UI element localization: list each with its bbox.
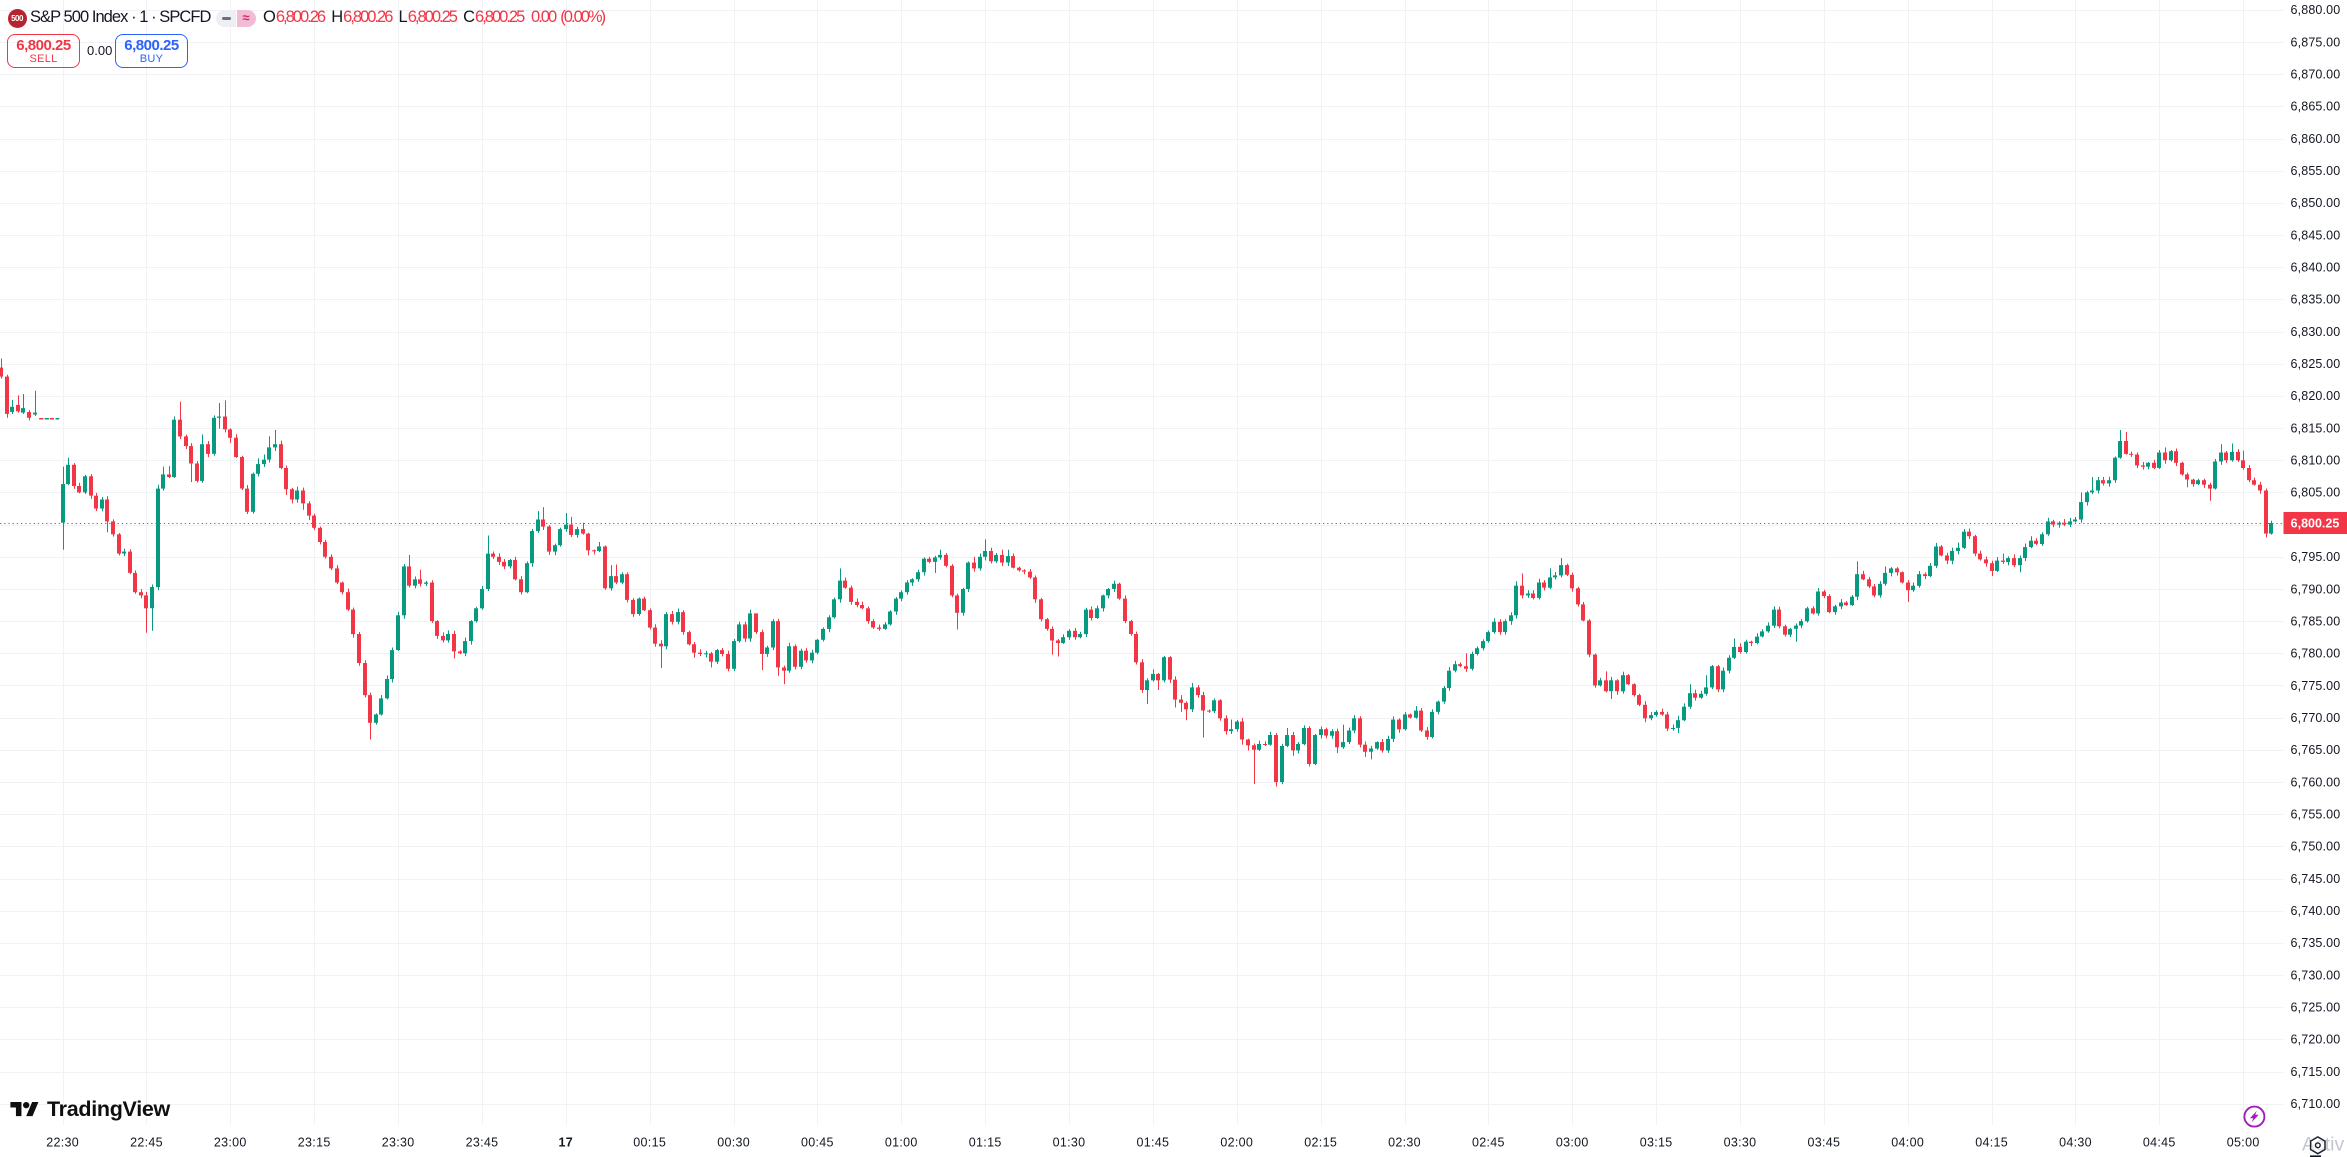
svg-text:6,760.00: 6,760.00 [2291, 775, 2341, 789]
svg-text:01:15: 01:15 [969, 1136, 1002, 1150]
svg-text:22:45: 22:45 [130, 1136, 163, 1150]
svg-text:17: 17 [559, 1136, 574, 1150]
svg-text:04:45: 04:45 [2143, 1136, 2176, 1150]
svg-text:04:00: 04:00 [1891, 1136, 1924, 1150]
svg-text:6,735.00: 6,735.00 [2291, 936, 2341, 950]
svg-text:02:45: 02:45 [1472, 1136, 1505, 1150]
svg-text:03:30: 03:30 [1724, 1136, 1757, 1150]
svg-text:6,720.00: 6,720.00 [2291, 1033, 2341, 1047]
svg-text:6,770.00: 6,770.00 [2291, 711, 2341, 725]
svg-text:03:00: 03:00 [1556, 1136, 1589, 1150]
svg-text:6,840.00: 6,840.00 [2291, 261, 2341, 275]
svg-text:00:45: 00:45 [801, 1136, 834, 1150]
svg-text:6,820.00: 6,820.00 [2291, 389, 2341, 403]
svg-text:6,870.00: 6,870.00 [2291, 68, 2341, 82]
svg-text:00:30: 00:30 [717, 1136, 750, 1150]
svg-text:23:00: 23:00 [214, 1136, 247, 1150]
svg-text:23:15: 23:15 [298, 1136, 331, 1150]
svg-text:6,765.00: 6,765.00 [2291, 743, 2341, 757]
svg-text:01:45: 01:45 [1137, 1136, 1170, 1150]
svg-text:23:45: 23:45 [466, 1136, 499, 1150]
svg-text:03:45: 03:45 [1808, 1136, 1841, 1150]
svg-text:01:00: 01:00 [885, 1136, 918, 1150]
svg-text:6,875.00: 6,875.00 [2291, 35, 2341, 49]
svg-text:6,865.00: 6,865.00 [2291, 100, 2341, 114]
svg-text:03:15: 03:15 [1640, 1136, 1673, 1150]
svg-text:6,825.00: 6,825.00 [2291, 357, 2341, 371]
svg-text:6,750.00: 6,750.00 [2291, 840, 2341, 854]
svg-text:6,730.00: 6,730.00 [2291, 968, 2341, 982]
svg-text:6,775.00: 6,775.00 [2291, 679, 2341, 693]
svg-text:6,710.00: 6,710.00 [2291, 1097, 2341, 1111]
svg-text:23:30: 23:30 [382, 1136, 415, 1150]
svg-text:6,740.00: 6,740.00 [2291, 904, 2341, 918]
svg-text:6,850.00: 6,850.00 [2291, 196, 2341, 210]
svg-text:6,845.00: 6,845.00 [2291, 228, 2341, 242]
svg-text:22:30: 22:30 [46, 1136, 79, 1150]
svg-text:6,785.00: 6,785.00 [2291, 614, 2341, 628]
svg-text:6,815.00: 6,815.00 [2291, 421, 2341, 435]
svg-text:6,855.00: 6,855.00 [2291, 164, 2341, 178]
svg-text:05:00: 05:00 [2227, 1136, 2260, 1150]
svg-text:04:15: 04:15 [1975, 1136, 2008, 1150]
svg-text:6,860.00: 6,860.00 [2291, 132, 2341, 146]
svg-text:04:30: 04:30 [2059, 1136, 2092, 1150]
svg-text:6,805.00: 6,805.00 [2291, 486, 2341, 500]
svg-text:6,830.00: 6,830.00 [2291, 325, 2341, 339]
svg-text:6,755.00: 6,755.00 [2291, 808, 2341, 822]
svg-text:6,725.00: 6,725.00 [2291, 1001, 2341, 1015]
svg-text:6,715.00: 6,715.00 [2291, 1065, 2341, 1079]
svg-text:6,795.00: 6,795.00 [2291, 550, 2341, 564]
svg-text:02:00: 02:00 [1220, 1136, 1253, 1150]
svg-text:6,880.00: 6,880.00 [2291, 3, 2341, 17]
svg-text:6,790.00: 6,790.00 [2291, 582, 2341, 596]
svg-text:6,835.00: 6,835.00 [2291, 293, 2341, 307]
svg-text:01:30: 01:30 [1053, 1136, 1086, 1150]
svg-text:02:30: 02:30 [1388, 1136, 1421, 1150]
svg-text:6,780.00: 6,780.00 [2291, 647, 2341, 661]
svg-text:02:15: 02:15 [1304, 1136, 1337, 1150]
svg-text:6,810.00: 6,810.00 [2291, 454, 2341, 468]
svg-text:6,745.00: 6,745.00 [2291, 872, 2341, 886]
svg-text:TradingView: TradingView [47, 1097, 171, 1121]
svg-text:00:15: 00:15 [633, 1136, 666, 1150]
svg-text:6,800.25: 6,800.25 [2291, 517, 2340, 531]
